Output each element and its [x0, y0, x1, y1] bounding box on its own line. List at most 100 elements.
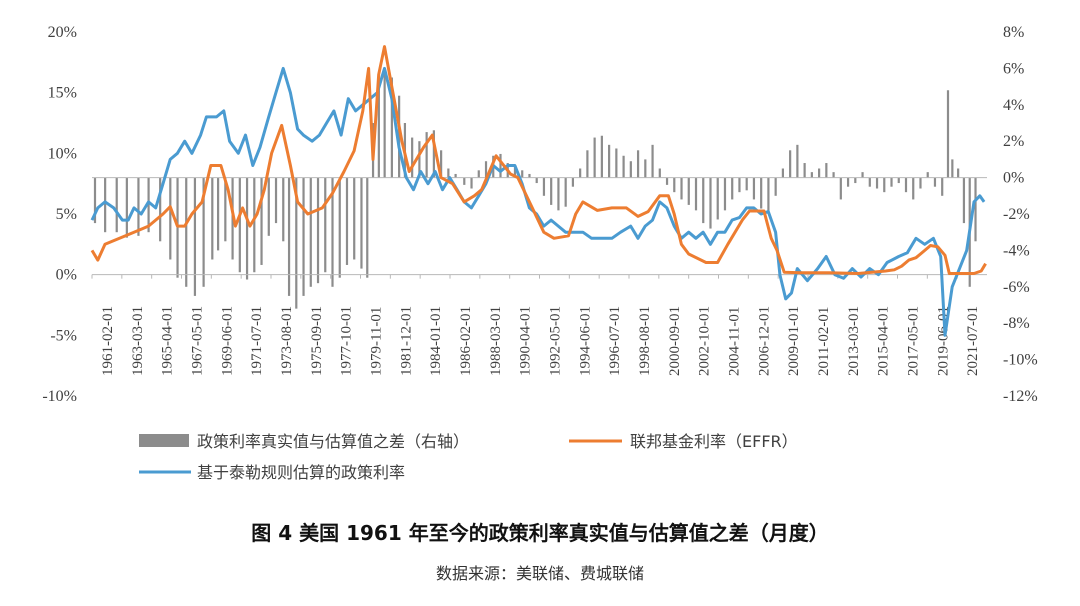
- x-axis-tick-label: 1967-05-01: [189, 306, 205, 376]
- x-axis-tick-label: 1977-10-01: [339, 306, 355, 376]
- diff-bar: [673, 177, 676, 193]
- legend-swatch-bar: [139, 434, 189, 447]
- diff-bar: [287, 177, 291, 296]
- diff-bar: [360, 177, 363, 269]
- diff-bar: [282, 177, 285, 242]
- right-axis-tick-label: -8%: [1003, 315, 1030, 332]
- diff-bar: [941, 177, 944, 196]
- diff-bar: [125, 177, 128, 238]
- diff-bar: [137, 177, 140, 236]
- x-axis-tick-label: 1965-04-01: [160, 306, 176, 376]
- diff-bar: [951, 159, 954, 178]
- diff-bar: [331, 177, 334, 287]
- diff-bar: [810, 172, 813, 178]
- diff-bar: [93, 177, 97, 224]
- diff-bar: [608, 144, 611, 178]
- left-axis-ticks: -10% -5% 0% 5% 10% 15% 20%: [42, 24, 77, 405]
- x-axis-tick-label: 2011-02-01: [816, 307, 832, 376]
- diff-bar: [411, 137, 414, 178]
- diff-bar: [644, 159, 647, 178]
- diff-bar: [694, 177, 698, 211]
- legend: 政策利率真实值与估算值之差（右轴） 联邦基金利率（EFFR） 基于泰勒规则估算的…: [139, 432, 798, 482]
- diff-bar: [432, 130, 435, 178]
- diff-bar: [309, 177, 312, 287]
- right-axis-tick-label: -10%: [1003, 352, 1038, 369]
- x-axis-tick-label: 1975-09-01: [309, 306, 325, 376]
- diff-bar: [216, 177, 220, 251]
- x-axis-tick-label: 2002-10-01: [697, 306, 713, 376]
- right-axis-ticks: -12% -10% -8% -6% -4% -2% 0% 2% 4% 6% 8%: [1003, 24, 1038, 405]
- diff-bar: [875, 177, 879, 189]
- x-axis-tick-label: 2017-05-01: [905, 306, 921, 376]
- x-axis-tick-label: 2000-09-01: [667, 306, 683, 376]
- x-axis-tick-label: 1990-04-01: [518, 306, 534, 376]
- x-axis-tick-label: 2004-11-01: [726, 307, 742, 376]
- diff-bar: [854, 177, 857, 184]
- diff-bar: [295, 177, 298, 309]
- diff-bar: [745, 177, 748, 191]
- left-axis-tick-label: 15%: [48, 85, 77, 102]
- x-axis-tick-label: 2015-04-01: [876, 306, 892, 376]
- diff-bar: [974, 177, 977, 242]
- x-axis-tick-label: 1986-02-01: [458, 306, 474, 376]
- diff-bar: [302, 177, 305, 296]
- x-axis-tick-label: 1969-06-01: [219, 306, 235, 376]
- diff-bar: [390, 77, 393, 178]
- diff-bar: [752, 177, 756, 200]
- right-axis-tick-label: -2%: [1003, 206, 1030, 223]
- diff-bar: [513, 166, 517, 178]
- diff-bar: [890, 177, 893, 187]
- right-axis-tick-label: 8%: [1003, 24, 1024, 41]
- figure-source: 数据来源：美联储、费城联储: [435, 564, 644, 583]
- x-axis-tick-label: 1973-08-01: [279, 306, 295, 376]
- x-axis-tick-label: 1984-01-01: [428, 306, 444, 376]
- diff-bar: [463, 177, 466, 185]
- left-axis-tick-label: 20%: [48, 24, 77, 41]
- diff-bar: [731, 177, 734, 200]
- diff-bar: [550, 177, 553, 205]
- x-axis-tick-label: 2006-12-01: [756, 306, 772, 376]
- diff-bar: [702, 177, 705, 224]
- effr-line: [90, 45, 987, 275]
- x-axis-tick-label: 2021-07-01: [965, 306, 981, 376]
- diff-bar: [193, 177, 197, 296]
- diff-bar: [267, 177, 270, 236]
- diff-bar: [868, 177, 871, 187]
- diff-bar: [169, 177, 172, 260]
- x-axis-tick-label: 1963-03-01: [130, 306, 146, 376]
- diff-bar: [353, 177, 356, 260]
- x-axis-tick-label: 1961-02-01: [100, 306, 116, 376]
- diff-bar: [629, 161, 632, 178]
- diff-bar: [528, 173, 531, 178]
- x-axis-tick-label: 1996-07-01: [607, 306, 623, 376]
- right-axis-tick-label: -12%: [1003, 388, 1038, 405]
- right-axis-tick-label: -4%: [1003, 242, 1030, 259]
- diff-bar: [253, 177, 256, 273]
- diff-bar: [636, 150, 640, 178]
- diff-bar: [803, 163, 806, 178]
- diff-bar: [425, 132, 428, 178]
- right-axis-tick-label: 0%: [1003, 170, 1024, 187]
- x-axis-tick-label: 1998-08-01: [637, 306, 653, 376]
- right-axis-tick-label: 2%: [1003, 133, 1024, 150]
- diff-bar: [738, 177, 741, 193]
- diff-bar: [571, 177, 575, 187]
- diff-bar: [825, 163, 828, 178]
- right-axis-tick-label: 6%: [1003, 60, 1024, 77]
- diff-bar: [454, 173, 457, 178]
- diff-bar: [957, 168, 960, 178]
- diff-bar: [383, 68, 386, 178]
- diff-bar: [796, 144, 799, 178]
- diff-bar: [600, 135, 603, 178]
- left-axis-tick-label: -10%: [42, 388, 77, 405]
- x-axis-tick-label: 1988-03-01: [488, 306, 504, 376]
- chart: 1961-02-01 1963-03-01 1965-04-01 1967-05-01…: [42, 24, 1038, 482]
- diff-bar: [324, 177, 327, 273]
- left-axis-tick-label: 0%: [56, 267, 77, 284]
- diff-bar: [846, 177, 850, 187]
- diff-bar: [440, 150, 443, 178]
- diff-bar: [586, 150, 589, 178]
- diff-bar: [579, 168, 582, 178]
- diff-bar: [345, 177, 349, 265]
- diff-bar: [767, 177, 770, 214]
